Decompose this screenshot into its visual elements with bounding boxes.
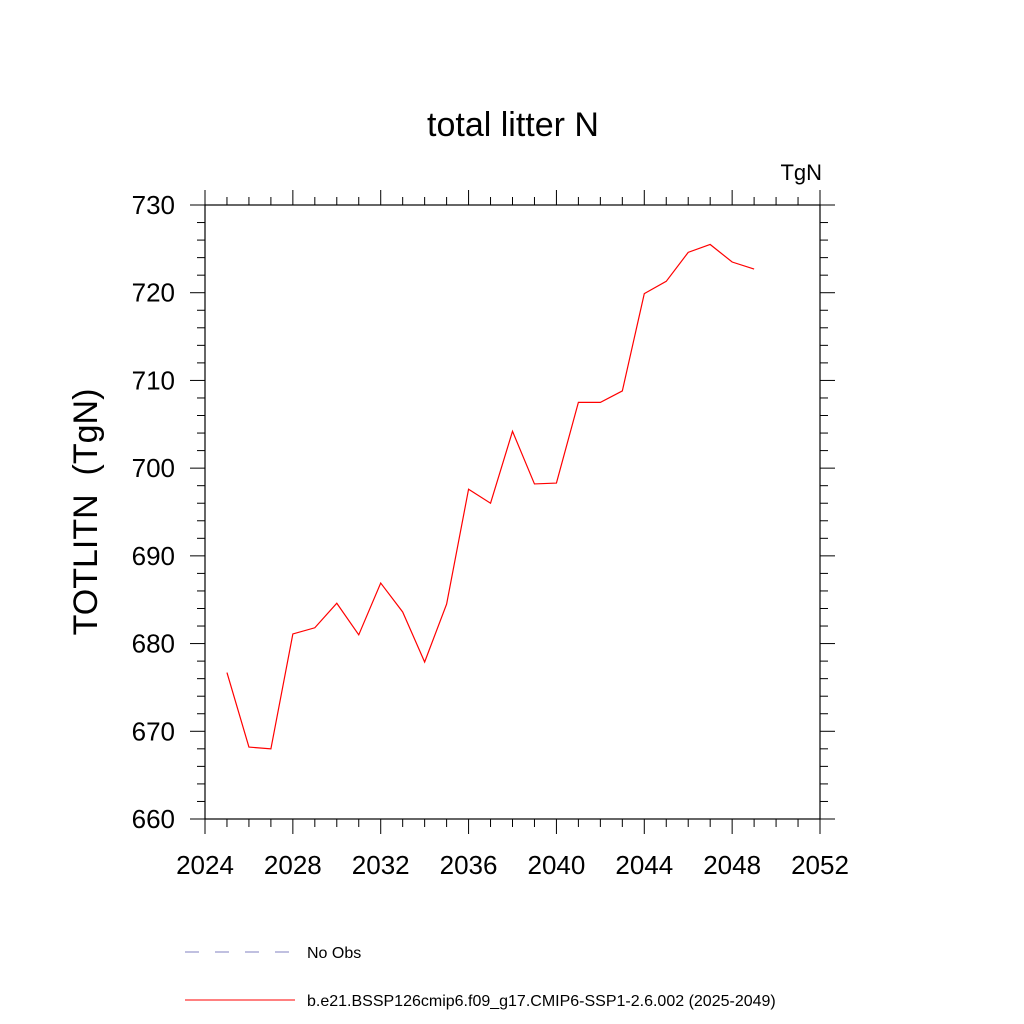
plot-area-frame (204, 204, 821, 820)
x-tick-label: 2024 (176, 850, 234, 880)
x-tick-label: 2036 (440, 850, 498, 880)
chart-title: total litter N (427, 106, 599, 144)
legend-label-1: b.e21.BSSP126cmip6.f09_g17.CMIP6-SSP1-2.… (307, 993, 776, 1010)
x-tick-label: 2048 (703, 850, 761, 880)
series-group (226, 243, 755, 750)
y-tick-label: 700 (132, 453, 175, 483)
legend-label-0: No Obs (307, 945, 361, 962)
units-label: TgN (780, 160, 822, 185)
y-tick-label: 690 (132, 541, 175, 571)
y-tick-label: 720 (132, 278, 175, 308)
x-tick-label: 2028 (264, 850, 322, 880)
y-tick-label: 730 (132, 190, 175, 220)
x-tick-label: 2044 (615, 850, 673, 880)
series-line-0 (226, 243, 755, 750)
legend: No Obs b.e21.BSSP126cmip6.f09_g17.CMIP6-S… (185, 945, 776, 1010)
x-tick-label: 2032 (352, 850, 410, 880)
y-tick-label: 660 (132, 804, 175, 834)
y-tick-label: 710 (132, 365, 175, 395)
axis-ticks: 2024 2028 2032 2036 2040 2044 2048 2052 660 670 68… (132, 190, 849, 880)
y-axis-label: TOTLITN (TgN) (67, 389, 105, 636)
x-tick-label: 2040 (528, 850, 586, 880)
y-tick-label: 680 (132, 629, 175, 659)
y-tick-label: 670 (132, 716, 175, 746)
x-tick-label: 2052 (791, 850, 849, 880)
